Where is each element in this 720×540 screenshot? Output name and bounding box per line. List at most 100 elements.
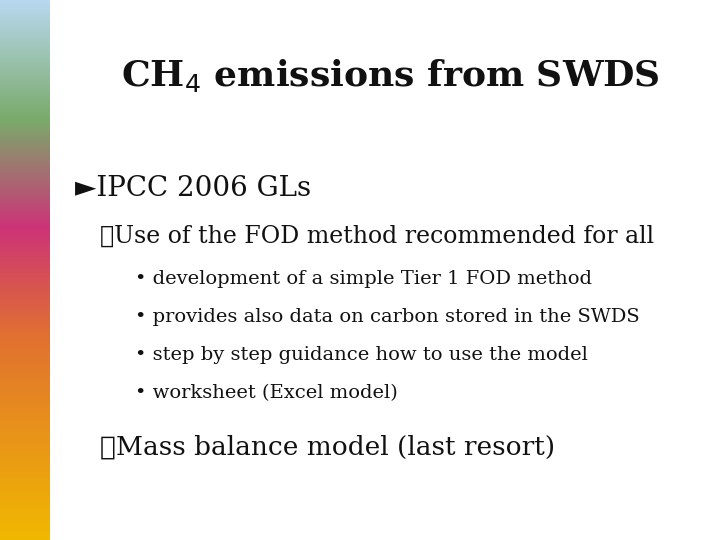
Bar [0, 438, 50, 441]
Bar [0, 90, 50, 92]
Bar [0, 176, 50, 177]
Text: • step by step guidance how to use the model: • step by step guidance how to use the m… [135, 346, 588, 364]
Bar [0, 390, 50, 392]
Bar [0, 372, 50, 373]
Bar [0, 310, 50, 312]
Bar [0, 328, 50, 330]
Bar [0, 166, 50, 168]
Bar [0, 84, 50, 85]
Bar [0, 415, 50, 416]
Bar [0, 224, 50, 226]
Bar [0, 501, 50, 503]
Bar [0, 209, 50, 211]
Bar [0, 137, 50, 138]
Bar [0, 68, 50, 69]
Bar [0, 160, 50, 163]
Bar [0, 431, 50, 433]
Bar [0, 402, 50, 404]
Bar [0, 138, 50, 139]
Bar [0, 222, 50, 225]
Bar [0, 285, 50, 287]
Bar [0, 65, 50, 66]
Bar [0, 12, 50, 14]
Bar [0, 78, 50, 80]
Bar [0, 185, 50, 187]
Bar [0, 366, 50, 368]
Bar [0, 538, 50, 540]
Text: • provides also data on carbon stored in the SWDS: • provides also data on carbon stored in… [135, 308, 639, 326]
Bar [0, 244, 50, 246]
Bar [0, 289, 50, 291]
Bar [0, 420, 50, 422]
Bar [0, 314, 50, 316]
Bar [0, 325, 50, 327]
Bar [0, 148, 50, 150]
Bar [0, 362, 50, 363]
Bar [0, 411, 50, 414]
Bar [0, 231, 50, 233]
Bar [0, 302, 50, 304]
Bar [0, 97, 50, 99]
Bar [0, 464, 50, 466]
Bar [0, 36, 50, 38]
Bar [0, 422, 50, 424]
Bar [0, 338, 50, 339]
Bar [0, 123, 50, 125]
Bar [0, 178, 50, 180]
Bar [0, 30, 50, 31]
Bar [0, 340, 50, 342]
Bar [0, 56, 50, 57]
Bar [0, 92, 50, 93]
Bar [0, 50, 50, 52]
Bar [0, 476, 50, 478]
Bar [0, 529, 50, 531]
Bar [0, 284, 50, 285]
Bar [0, 485, 50, 487]
Bar [0, 179, 50, 181]
Bar [0, 241, 50, 244]
Bar [0, 246, 50, 247]
Bar [0, 329, 50, 331]
Bar [0, 248, 50, 250]
Bar [0, 363, 50, 365]
Bar [0, 323, 50, 325]
Bar [0, 437, 50, 439]
Bar [0, 448, 50, 450]
Bar [0, 240, 50, 242]
Bar [0, 507, 50, 508]
Bar [0, 487, 50, 489]
Bar [0, 187, 50, 190]
Bar [0, 327, 50, 328]
Bar [0, 298, 50, 300]
Bar [0, 0, 50, 2]
Bar [0, 409, 50, 411]
Bar [0, 89, 50, 91]
Bar [0, 158, 50, 160]
Bar [0, 478, 50, 480]
Bar [0, 194, 50, 196]
Bar [0, 22, 50, 23]
Bar [0, 162, 50, 164]
Text: ►IPCC 2006 GLs: ►IPCC 2006 GLs [75, 175, 311, 202]
Bar [0, 537, 50, 539]
Bar [0, 306, 50, 308]
Bar [0, 301, 50, 303]
Bar [0, 516, 50, 517]
Bar [0, 446, 50, 447]
Bar [0, 424, 50, 426]
Bar [0, 404, 50, 406]
Bar [0, 94, 50, 96]
Bar [0, 96, 50, 98]
Bar [0, 482, 50, 484]
Bar [0, 43, 50, 45]
Bar [0, 31, 50, 33]
Bar [0, 453, 50, 454]
Bar [0, 115, 50, 117]
Bar [0, 384, 50, 387]
Bar [0, 51, 50, 53]
Bar [0, 103, 50, 104]
Bar [0, 140, 50, 142]
Bar [0, 524, 50, 525]
Bar [0, 389, 50, 390]
Bar [0, 278, 50, 280]
